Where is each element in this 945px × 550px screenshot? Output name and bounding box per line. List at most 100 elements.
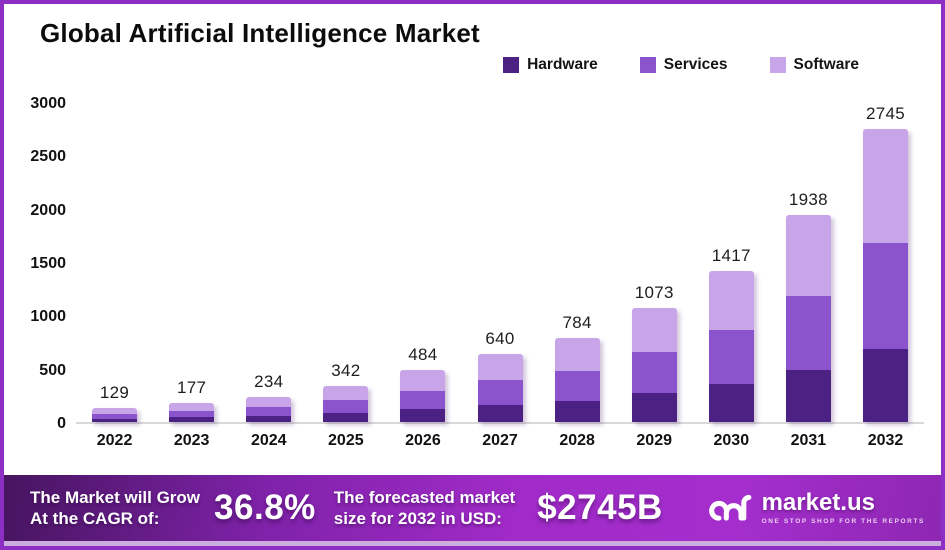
bar-value-label: 1417	[711, 245, 751, 265]
cagr-label-line2: At the CAGR of:	[30, 509, 160, 528]
x-axis-label: 2032	[867, 432, 904, 449]
bar-segment-services	[708, 329, 754, 385]
bar-stack-2030	[708, 270, 754, 422]
bar-segment-hardware	[323, 412, 369, 422]
bar-value-label: 177	[177, 378, 207, 398]
marketus-logo-icon	[708, 494, 751, 521]
bar-segment-services	[400, 390, 446, 410]
bar-stack-2029	[631, 307, 677, 422]
bar-value-label: 1073	[634, 282, 674, 302]
bar-group-2026: 484 2026	[384, 104, 461, 449]
x-axis-label: 2023	[173, 432, 210, 449]
legend-label: Services	[663, 56, 728, 73]
bar-segment-hardware	[785, 370, 831, 422]
bar-group-2028: 784 2028	[539, 104, 616, 449]
cagr-value: 36.8%	[214, 488, 316, 527]
cagr-label: The Market will Grow At the CAGR of:	[30, 487, 200, 530]
x-axis-label: 2026	[405, 432, 441, 449]
bar-group-2030: 1417 2030	[693, 104, 770, 449]
bar-stack-2023	[169, 403, 215, 422]
bar-value-label: 484	[408, 345, 438, 365]
bar-segment-software	[477, 353, 523, 381]
bar-segment-services	[785, 295, 831, 371]
bar-segment-software	[169, 403, 215, 411]
logo-text: market.us	[761, 489, 875, 516]
legend-label: Hardware	[527, 56, 598, 73]
legend-label: Software	[793, 56, 859, 73]
legend-swatch-software	[769, 57, 786, 73]
x-axis-label: 2025	[328, 432, 364, 449]
bar-segment-hardware	[400, 409, 446, 422]
bar-group-2025: 342 2025	[307, 104, 384, 449]
bar-value-label: 342	[331, 360, 361, 380]
forecast-label-line1: The forecasted market	[333, 487, 516, 507]
bar-group-2024: 234 2024	[230, 104, 307, 449]
bar-value-label: 640	[485, 328, 515, 348]
plot-area: 129 2022 177 2023 234 2024 342 2025 484 2026 640 20…	[30, 95, 924, 449]
bar-segment-software	[323, 385, 369, 400]
bar-value-label: 1938	[788, 190, 828, 210]
bar-segment-services	[554, 371, 600, 402]
y-axis-label: 2000	[30, 201, 66, 219]
y-axis-label: 1500	[30, 255, 66, 272]
bar-segment-hardware	[92, 418, 138, 422]
bar-segment-hardware	[246, 415, 292, 422]
bar-segment-services	[323, 399, 369, 413]
legend-item-hardware: Hardware	[503, 56, 598, 74]
legend-item-software: Software	[769, 56, 859, 74]
logo-tagline: ONE STOP SHOP FOR THE REPORTS	[761, 518, 925, 525]
bar-stack-2027	[477, 353, 523, 422]
bar-value-label: 234	[254, 372, 284, 392]
bottom-strip	[4, 541, 941, 546]
bar-value-label: 2745	[865, 104, 905, 124]
y-axis-label: 3000	[30, 95, 66, 112]
bar-segment-services	[169, 410, 215, 418]
bar-stack-2026	[400, 370, 446, 422]
y-axis-label: 0	[57, 415, 66, 432]
bar-value-label: 129	[99, 383, 130, 403]
bar-segment-hardware	[708, 384, 754, 422]
forecast-label-line2: size for 2032 in USD:	[333, 509, 502, 528]
bar-stack-2024	[246, 397, 292, 422]
bar-segment-software	[708, 270, 754, 330]
page-title: Global Artificial Intelligence Market	[40, 18, 480, 48]
y-axis-label: 2500	[30, 148, 66, 166]
bar-stack-2022	[92, 408, 138, 422]
cagr-label-line1: The Market will Grow	[30, 487, 201, 507]
bar-segment-services	[92, 413, 138, 419]
legend-item-services: Services	[639, 56, 728, 74]
bar-segment-hardware	[477, 404, 523, 422]
bar-group-2023: 177 2023	[153, 104, 230, 449]
bar-segment-software	[631, 307, 677, 353]
bar-segment-services	[246, 406, 292, 416]
bar-stack-2028	[554, 338, 600, 422]
bar-segment-software	[785, 215, 831, 296]
x-axis-label: 2027	[482, 432, 518, 449]
x-axis-label: 2031	[790, 432, 827, 449]
bar-value-label: 784	[562, 313, 592, 333]
logo-text-block: market.us ONE STOP SHOP FOR THE REPORTS	[761, 489, 925, 526]
bar-segment-hardware	[631, 393, 677, 422]
y-axis-label: 1000	[30, 308, 66, 326]
bar-segment-software	[400, 370, 446, 391]
x-axis-label: 2022	[96, 432, 133, 449]
forecast-label: The forecasted market size for 2032 in U…	[334, 487, 515, 530]
banner: The Market will Grow At the CAGR of: 36.…	[4, 475, 941, 541]
legend-swatch-hardware	[503, 57, 520, 73]
bar-segment-hardware	[169, 417, 215, 422]
bar-segment-software	[92, 408, 138, 414]
bar-group-2022: 129 2022	[76, 104, 153, 449]
bar-segment-hardware	[554, 401, 600, 422]
y-axis-label: 500	[39, 361, 66, 379]
marketus-logo: market.us ONE STOP SHOP FOR THE REPORTS	[707, 489, 925, 527]
x-axis-label: 2024	[250, 432, 287, 449]
bar-segment-software	[246, 397, 292, 407]
bar-group-2029: 1073 2029	[616, 104, 693, 449]
bar-stack-2031	[785, 215, 831, 422]
bar-segment-software	[554, 338, 600, 372]
x-axis-label: 2029	[636, 432, 672, 449]
bar-group-2031: 1938 2031	[770, 104, 847, 449]
legend-swatch-services	[639, 57, 656, 73]
bars-container: 129 2022 177 2023 234 2024 342 2025 484 2026 640 20…	[76, 104, 924, 449]
